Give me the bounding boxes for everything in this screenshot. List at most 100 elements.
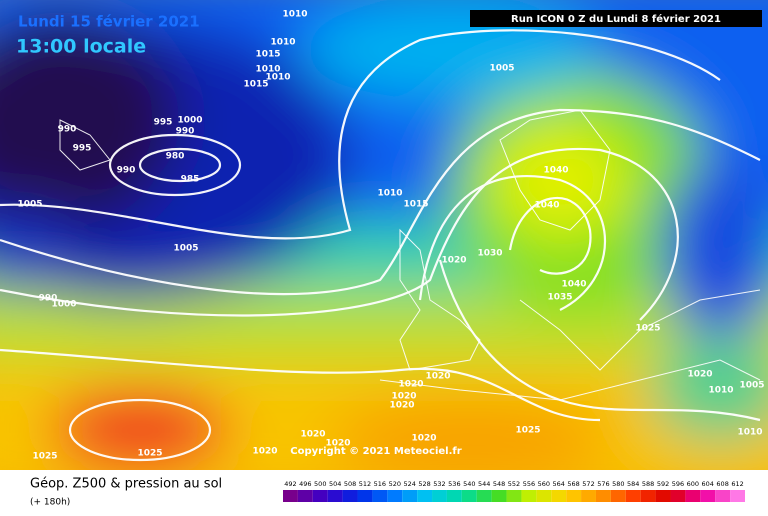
legend-swatch <box>357 490 373 502</box>
isobar-label: 990 <box>39 294 58 304</box>
legend-swatch <box>655 490 671 502</box>
legend-swatch <box>730 490 745 502</box>
isobar-label: 990 <box>58 125 77 135</box>
legend-label: 512 <box>359 480 371 488</box>
legend-label: 560 <box>538 480 550 488</box>
isobar-label: 1020 <box>398 380 423 390</box>
legend-label: 548 <box>493 480 505 488</box>
isobar-label: 1025 <box>635 324 660 334</box>
isobar-label: 1020 <box>687 370 712 380</box>
legend-label: 588 <box>642 480 654 488</box>
legend-swatch <box>491 490 507 502</box>
isobar-label: 1010 <box>282 10 307 20</box>
isobar-label: 1005 <box>17 200 42 210</box>
isobar-label: 1015 <box>403 200 428 210</box>
isobar-label: 985 <box>181 175 200 185</box>
footer-lead: (+ 180h) <box>30 498 70 508</box>
color-legend: 492 496 500 504 508 512 516 520 524 528 532 536 540 5… <box>283 480 745 502</box>
legend-label: 556 <box>523 480 535 488</box>
legend-swatch <box>566 490 582 502</box>
isobar-label: 1010 <box>377 189 402 199</box>
legend-label: 608 <box>716 480 728 488</box>
isobar-label: 995 <box>154 118 173 128</box>
legend-swatch <box>581 490 596 502</box>
legend-label: 508 <box>344 480 356 488</box>
isobar-label: 1010 <box>255 65 280 75</box>
legend-swatch <box>521 490 537 502</box>
legend-label: 540 <box>463 480 475 488</box>
isobar-label: 1005 <box>173 244 198 254</box>
isobar-label: 1010 <box>265 73 290 83</box>
legend-label: 536 <box>448 480 460 488</box>
legend-swatch <box>625 490 641 502</box>
isobar-label: 1025 <box>137 449 162 459</box>
footer-title: Géop. Z500 & pression au sol <box>30 477 222 492</box>
isobar-label: 1020 <box>411 434 436 444</box>
isobar-label: 1020 <box>252 447 277 457</box>
legend-swatch <box>461 490 477 502</box>
isobar-label: 1005 <box>739 381 764 391</box>
isobar-label: 1040 <box>534 201 559 211</box>
isobar-label: 1010 <box>737 428 762 438</box>
legend-label: 520 <box>389 480 401 488</box>
legend-swatch <box>327 490 343 502</box>
date-label: Lundi 15 février 2021 <box>18 13 200 31</box>
legend-swatch <box>283 490 298 502</box>
legend-swatch <box>715 490 731 502</box>
legend-label: 524 <box>403 480 415 488</box>
isobar-label: 990 <box>117 166 136 176</box>
legend-label: 600 <box>687 480 699 488</box>
legend-label: 492 <box>284 480 296 488</box>
isobar-label: 1025 <box>515 426 540 436</box>
legend-swatch <box>372 490 388 502</box>
isobar-label: 1020 <box>391 392 416 402</box>
isobar-label: 1005 <box>489 64 514 74</box>
run-box <box>470 10 762 27</box>
legend-swatch <box>700 490 716 502</box>
isobar-label: 1010 <box>708 386 733 396</box>
legend-label: 516 <box>374 480 386 488</box>
legend-label: 604 <box>702 480 714 488</box>
legend-swatch <box>595 490 611 502</box>
legend-swatch <box>417 490 433 502</box>
isobar-label: 1040 <box>561 280 586 290</box>
legend-swatch <box>402 490 418 502</box>
legend-swatch <box>536 490 552 502</box>
legend-label: 568 <box>567 480 579 488</box>
legend-swatch <box>312 490 328 502</box>
isobar-label: 1015 <box>255 50 280 60</box>
isobar-label: 1030 <box>477 249 502 259</box>
legend-swatch <box>640 490 656 502</box>
legend-swatch <box>551 490 567 502</box>
isobar-label: 1020 <box>300 430 325 440</box>
legend-swatch <box>610 490 626 502</box>
isobar-label: 1020 <box>425 372 450 382</box>
legend-label: 596 <box>672 480 684 488</box>
legend-label: 580 <box>612 480 624 488</box>
isobar-label: 1025 <box>32 452 57 462</box>
isobar-label: 1020 <box>389 401 414 411</box>
legend-swatch <box>670 490 686 502</box>
legend-label: 576 <box>597 480 609 488</box>
isobar-label: 980 <box>166 152 185 162</box>
isobar-label: 1000 <box>177 116 202 126</box>
legend-label: 572 <box>582 480 594 488</box>
legend-label: 552 <box>508 480 520 488</box>
legend-swatch <box>476 490 492 502</box>
legend-label: 532 <box>433 480 445 488</box>
legend-label: 504 <box>329 480 341 488</box>
isobar-label: 1000 <box>51 300 76 310</box>
isobar-label: 1040 <box>543 166 568 176</box>
isobar-label: 1015 <box>243 80 268 90</box>
legend-swatch <box>685 490 701 502</box>
isobar-label: 1035 <box>547 293 572 303</box>
legend-swatch <box>506 490 522 502</box>
legend-swatch <box>432 490 447 502</box>
legend-swatch <box>446 490 462 502</box>
legend-label: 584 <box>627 480 639 488</box>
legend-swatch <box>387 490 403 502</box>
copyright: Copyright © 2021 Meteociel.fr <box>290 446 461 457</box>
isobar-label: 990 <box>176 127 195 137</box>
isobar-label: 1020 <box>325 439 350 449</box>
